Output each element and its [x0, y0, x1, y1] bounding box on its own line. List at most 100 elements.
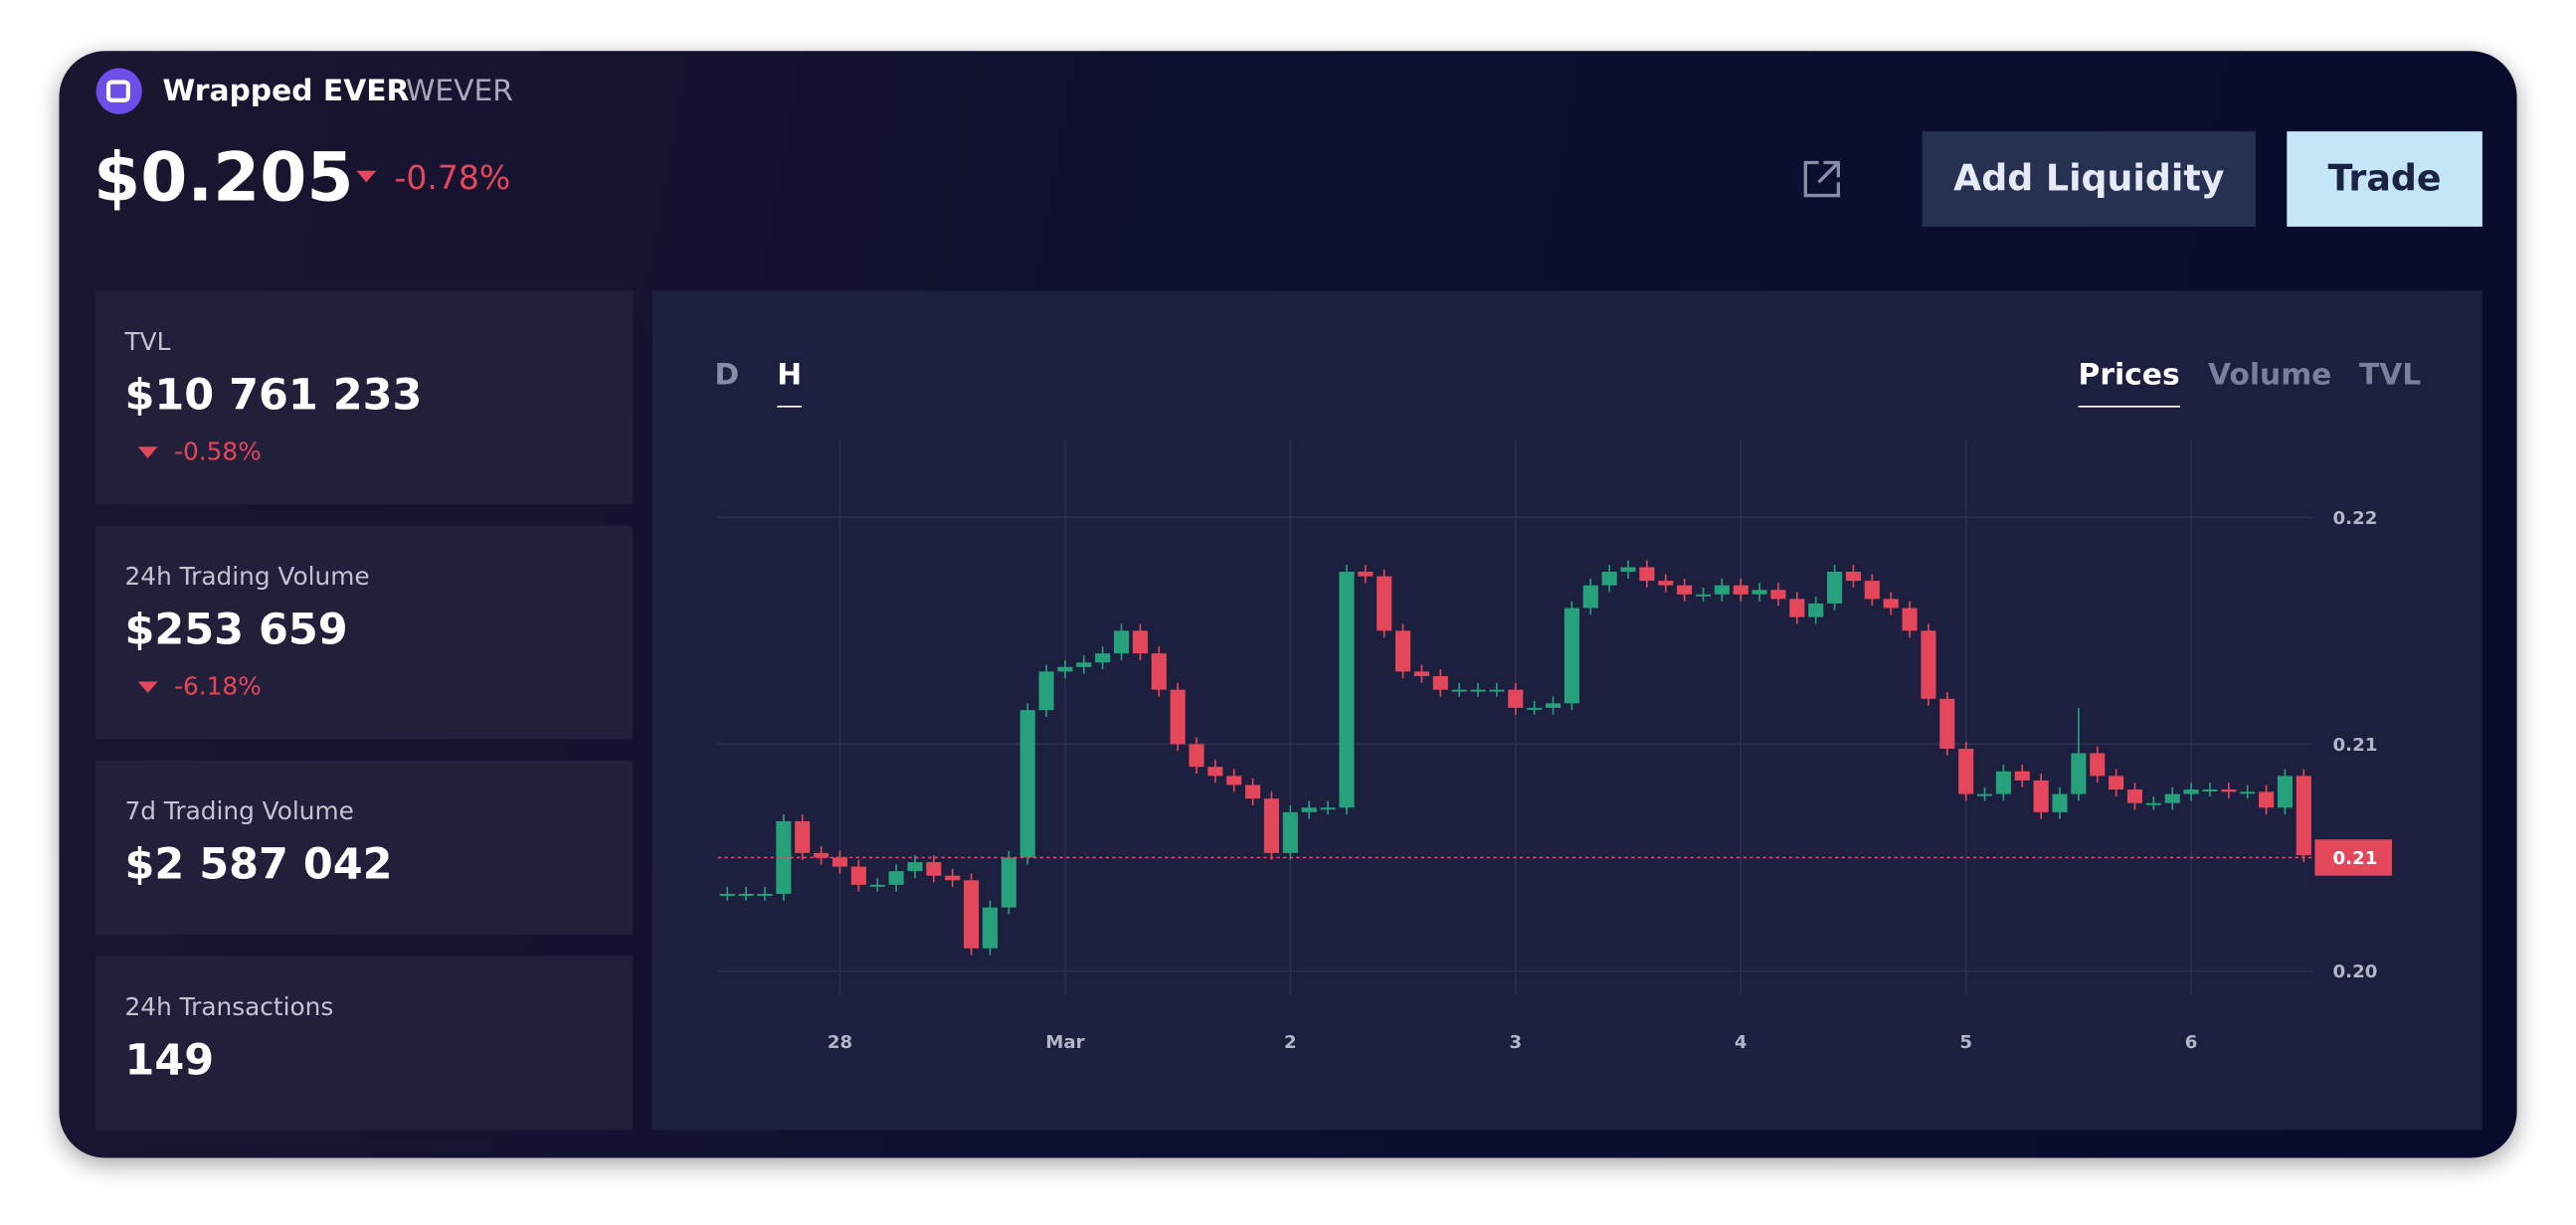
candle-body: [2183, 789, 2199, 794]
candle-body: [1432, 675, 1448, 690]
candle-body: [1263, 798, 1280, 853]
token-symbol: WEVER: [405, 74, 513, 109]
candle-body: [1301, 807, 1317, 812]
x-tick-label: 28: [828, 1032, 852, 1053]
stat-value: $253 659: [124, 606, 348, 656]
stat-label: 7d Trading Volume: [124, 796, 354, 826]
token-logo: [95, 68, 142, 114]
candle-body: [2164, 793, 2180, 803]
candle-body: [1508, 689, 1524, 708]
period-tab[interactable]: D: [714, 358, 740, 393]
stat-card: 24h Trading Volume $253 659 -6.18%: [94, 525, 633, 740]
candle-body: [1095, 653, 1111, 663]
candle-body: [1864, 581, 1880, 600]
stat-card: 24h Transactions 149: [94, 956, 633, 1131]
candle-body: [1358, 572, 1374, 577]
candle-body: [1921, 630, 1936, 699]
candle-body: [1620, 567, 1636, 573]
down-arrow: [137, 446, 158, 458]
x-tick-label: 2: [1284, 1032, 1297, 1053]
candle-body: [1076, 662, 1092, 667]
candle-body: [1601, 572, 1617, 586]
candle-body: [1976, 793, 1993, 796]
add-liquidity-button[interactable]: Add Liquidity: [1922, 131, 2256, 227]
candle-body: [1132, 630, 1148, 654]
candle-body: [2109, 776, 2124, 790]
candle-body: [2052, 793, 2068, 812]
candle-body: [2145, 802, 2161, 805]
candle-body: [1714, 585, 1730, 595]
candle-body: [814, 852, 829, 858]
stat-value: $10 761 233: [124, 371, 423, 421]
candle-body: [1245, 785, 1261, 799]
candle-body: [1413, 671, 1429, 676]
price-change: -0.78%: [394, 157, 511, 198]
candle-body: [850, 866, 866, 885]
metric-tab-active[interactable]: Prices: [2078, 358, 2180, 408]
x-tick-label: 5: [1959, 1032, 1972, 1053]
candle-body: [1845, 572, 1861, 582]
stat-value: 149: [124, 1036, 215, 1086]
candle-body: [869, 884, 885, 887]
down-arrow: [137, 681, 158, 694]
candle-body: [1170, 689, 1186, 745]
candle-body: [1733, 585, 1748, 595]
candle-body: [738, 893, 754, 896]
candle-body: [1189, 744, 1204, 768]
candle-body: [2090, 753, 2106, 777]
candle-body: [2277, 776, 2293, 808]
candle-body: [2221, 789, 2237, 792]
candle-body: [1677, 585, 1693, 595]
candle-body: [1564, 608, 1579, 704]
x-tick-label: 6: [2185, 1032, 2198, 1053]
stat-card: TVL $10 761 233 -0.58%: [94, 290, 633, 505]
candle-body: [964, 880, 980, 949]
stat-value: $2 587 042: [124, 840, 393, 891]
candle-body: [2240, 791, 2256, 794]
candle-body: [1658, 581, 1674, 586]
candle-body: [1545, 703, 1562, 708]
candle-body: [1226, 776, 1242, 786]
candle-body: [1958, 748, 1974, 794]
candle-body: [1019, 710, 1035, 858]
candle-body: [1377, 576, 1392, 631]
candle-body: [1789, 599, 1805, 617]
stat-label: 24h Trading Volume: [124, 561, 370, 592]
candle-body: [1770, 590, 1786, 600]
x-tick-label: Mar: [1045, 1032, 1084, 1053]
candle-body: [1207, 767, 1223, 777]
down-arrow: [356, 170, 377, 183]
candle-body: [1395, 630, 1411, 672]
trade-button[interactable]: Trade: [2287, 131, 2483, 227]
candle-body: [1695, 594, 1712, 597]
candle-body: [1527, 707, 1543, 710]
y-tick-label: 0.22: [2333, 508, 2378, 529]
candle-body: [795, 820, 811, 853]
metric-tab[interactable]: TVL: [2358, 358, 2422, 393]
y-tick-label: 0.20: [2333, 962, 2378, 982]
x-tick-label: 4: [1735, 1032, 1748, 1053]
candle-body: [1995, 771, 2011, 794]
candle-body: [1827, 572, 1843, 604]
candle-body: [945, 875, 961, 881]
period-tab-active[interactable]: H: [777, 358, 803, 408]
candle-body: [1339, 572, 1355, 808]
candle-body: [982, 907, 998, 949]
candle-body: [2259, 791, 2275, 808]
candle-body: [2296, 776, 2311, 856]
stat-change: -6.18%: [174, 671, 262, 702]
stat-card: 7d Trading Volume $2 587 042: [94, 760, 633, 935]
metric-tab[interactable]: Volume: [2208, 358, 2332, 393]
candle-body: [1639, 567, 1655, 582]
y-tick-label: 0.21: [2333, 735, 2378, 756]
candle-body: [1451, 689, 1467, 692]
candle-body: [719, 893, 735, 896]
candle-body: [2033, 780, 2049, 812]
chart-panel: D H Prices Volume TVL 28 Mar 2 3 4 5 6 0.20 0.21…: [651, 290, 2483, 1131]
candle-body: [1883, 599, 1899, 609]
candle-body: [2071, 753, 2087, 794]
stat-label: 24h Transactions: [124, 991, 334, 1022]
external-link-icon[interactable]: [1800, 158, 1843, 201]
candle-body: [1582, 585, 1598, 609]
